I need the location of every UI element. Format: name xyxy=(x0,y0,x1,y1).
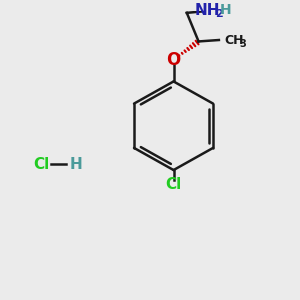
Text: Cl: Cl xyxy=(165,177,182,192)
Text: H: H xyxy=(220,3,232,17)
Text: 2: 2 xyxy=(215,9,223,19)
Text: CH: CH xyxy=(224,34,244,46)
Text: O: O xyxy=(167,51,181,69)
Text: Cl: Cl xyxy=(33,157,49,172)
Text: 3: 3 xyxy=(239,39,246,49)
Text: H: H xyxy=(70,157,83,172)
Text: NH: NH xyxy=(195,2,220,17)
